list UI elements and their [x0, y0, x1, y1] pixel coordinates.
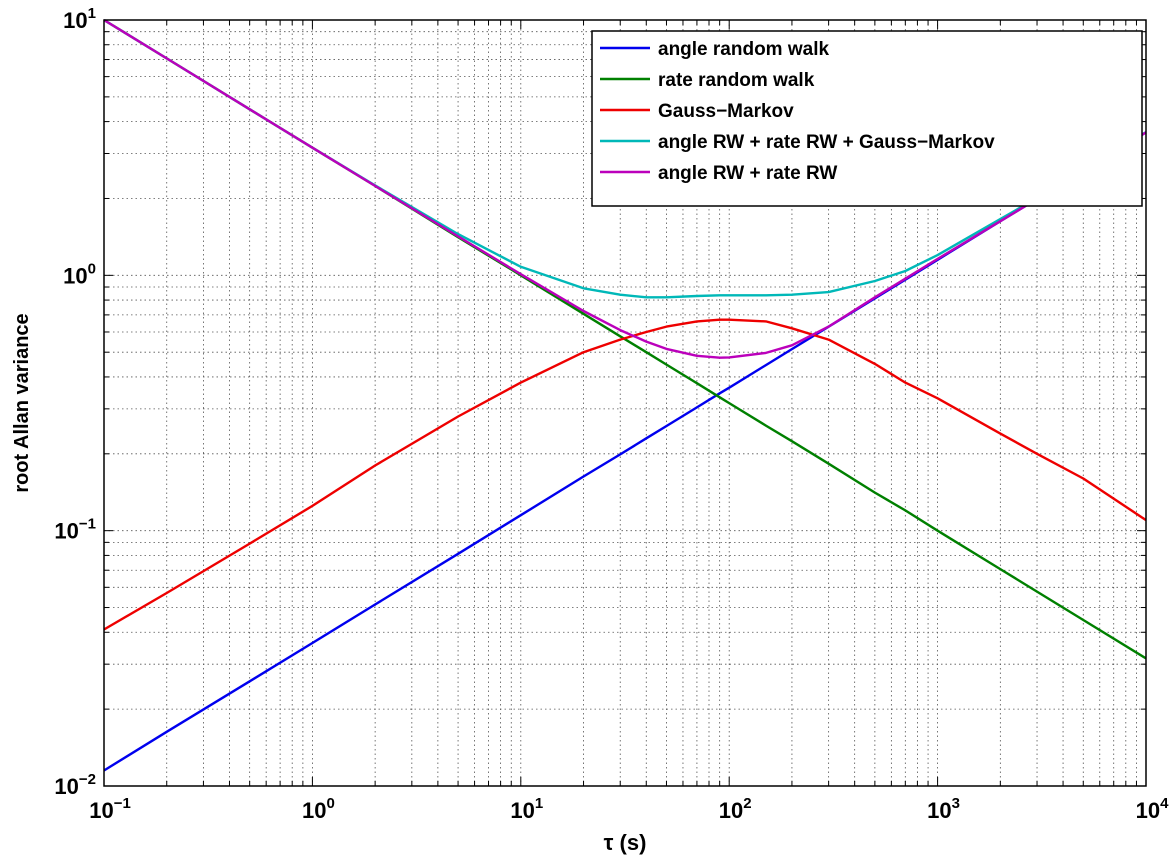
series-lines [103, 18, 1147, 772]
x-tick-label: 103 [927, 795, 960, 823]
y-tick-label: 10−1 [54, 516, 96, 544]
x-tick-label: 102 [719, 795, 752, 823]
grid [104, 20, 1146, 786]
legend-label: angle random walk [658, 39, 829, 60]
legend-label: Gauss−Markov [658, 101, 794, 122]
plot-frame [103, 19, 1147, 787]
x-tick-label: 100 [302, 795, 335, 823]
y-tick-label: 10−2 [54, 771, 96, 799]
x-tick-label: 101 [510, 795, 543, 823]
x-tick-label: 104 [1136, 795, 1169, 823]
legend-box [591, 30, 1143, 207]
legend: angle random walk rate random walk Gauss−M… [591, 30, 1143, 207]
y-axis-label: root Allan variance [11, 313, 33, 492]
legend-label: rate random walk [658, 70, 815, 91]
series-line-angle-rw-rate-rw [103, 18, 1147, 359]
y-tick-label: 100 [63, 260, 96, 288]
y-tick-label: 101 [63, 5, 96, 33]
x-tick-label: 10−1 [89, 795, 131, 823]
legend-label: angle RW + rate RW + Gauss−Markov [658, 132, 995, 153]
legend-label: angle RW + rate RW [658, 163, 837, 184]
x-axis-label: τ (s) [604, 830, 647, 855]
series-line-gauss-markov [103, 318, 1147, 631]
